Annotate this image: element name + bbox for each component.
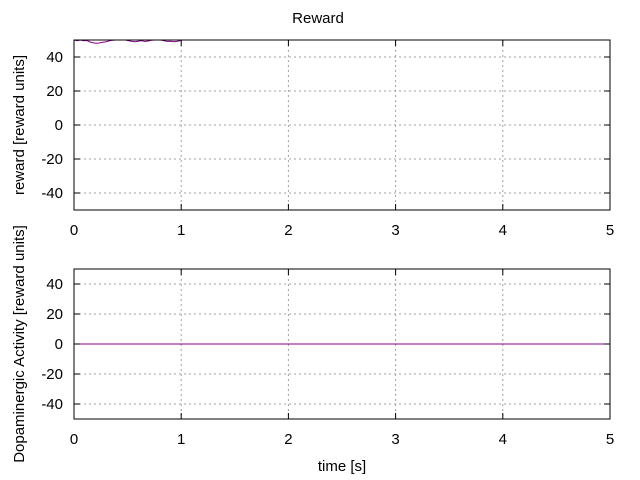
- dopamine-plot-y-tick-label: 0: [55, 336, 63, 353]
- reward-plot-ylabel: reward [reward units]: [11, 55, 28, 195]
- reward-plot-y-tick-label: -20: [41, 151, 63, 168]
- dopamine-plot-x-tick-label: 4: [499, 431, 507, 448]
- dopamine-plot-x-tick-label: 0: [70, 431, 78, 448]
- reward-plot-y-tick-label: -40: [41, 185, 63, 202]
- reward-plot-y-tick-label: 0: [55, 117, 63, 134]
- dopamine-plot-x-tick-label: 5: [606, 431, 614, 448]
- reward-plot-x-tick-label: 0: [70, 222, 78, 239]
- dopamine-plot-y-tick-label: 40: [46, 276, 63, 293]
- dopamine-plot-x-tick-label: 1: [177, 431, 185, 448]
- reward-plot-x-tick-label: 5: [606, 222, 614, 239]
- reward-plot-y-tick-label: 40: [46, 49, 63, 66]
- dopamine-plot-ticks: 0 1 2 3 4 5 -40 -20 0 20 40: [41, 269, 614, 448]
- reward-plot-x-tick-label: 2: [284, 222, 292, 239]
- reward-plot-x-tick-label: 1: [177, 222, 185, 239]
- dopamine-plot-y-tick-label: 20: [46, 306, 63, 323]
- reward-plot-title: Reward: [292, 10, 344, 27]
- reward-plot-ticks: 0 1 2 3 4 5 -40 -20 0 20 40: [41, 40, 614, 239]
- reward-plot-data: [73, 39, 182, 44]
- reward-plot-series-line: [73, 39, 182, 44]
- dopamine-plot-x-tick-label: 2: [284, 431, 292, 448]
- reward-plot-y-tick-label: 20: [46, 83, 63, 100]
- dopamine-plot-xlabel: time [s]: [318, 458, 366, 475]
- dopamine-plot-y-tick-label: -40: [41, 396, 63, 413]
- dopamine-plot-y-tick-label: -20: [41, 366, 63, 383]
- dopamine-plot-x-tick-label: 3: [391, 431, 399, 448]
- reward-plot-x-tick-label: 4: [499, 222, 507, 239]
- dopamine-plot-ylabel: Dopaminergic Activity [reward units]: [11, 225, 28, 463]
- reward-plot-x-tick-label: 3: [391, 222, 399, 239]
- reward-plot-grid: [74, 40, 610, 210]
- reward-plot: Reward 0 1 2 3 4 5 -40 -20 0 20 40 reward [reward …: [11, 10, 614, 239]
